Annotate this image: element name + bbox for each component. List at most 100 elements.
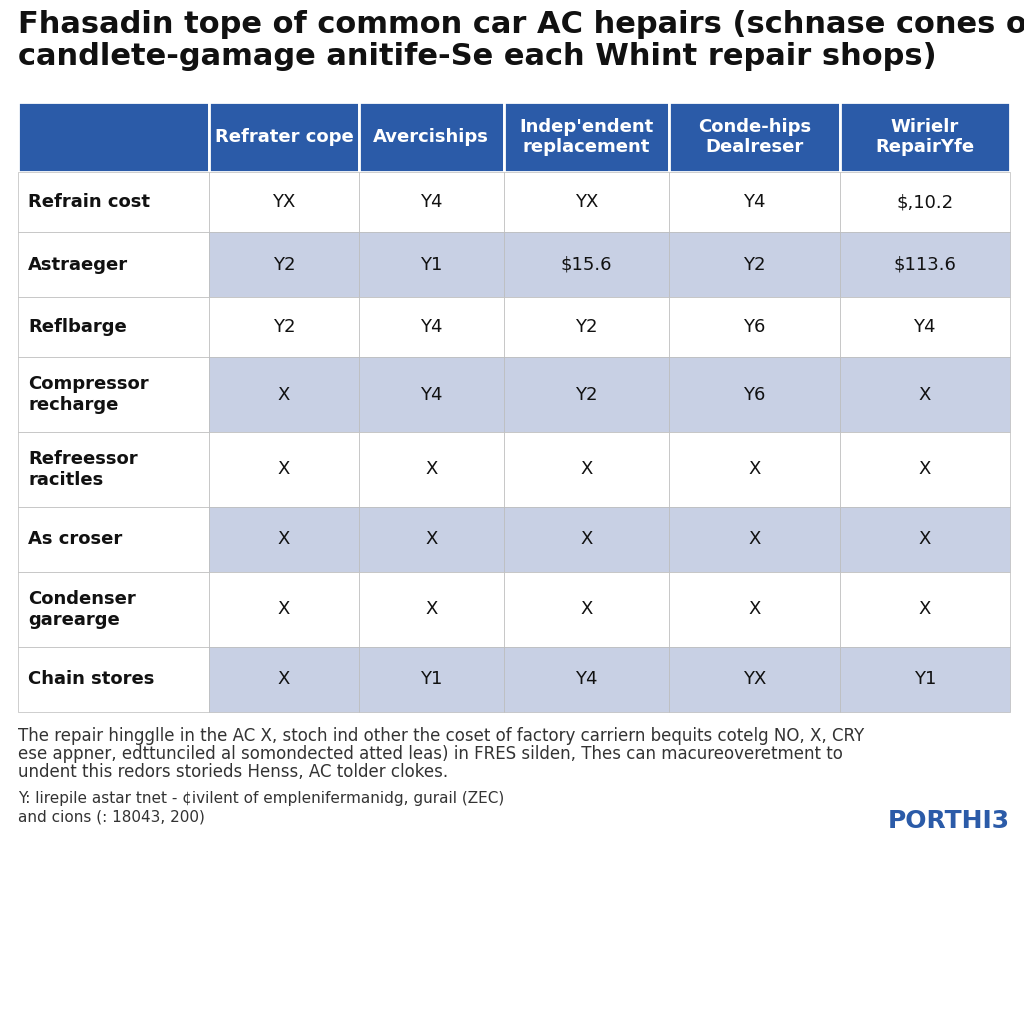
Bar: [840, 232, 1010, 297]
Bar: [669, 647, 840, 712]
Bar: [359, 507, 504, 572]
Text: X: X: [278, 530, 290, 549]
Text: Y: lirepile astar tnet - ¢ivilent of emplenifermanidg, gurail (ZEC): Y: lirepile astar tnet - ¢ivilent of emp…: [18, 791, 504, 806]
Text: Y4: Y4: [420, 318, 442, 336]
Text: undent this redors storieds Henss, AC tolder clokes.: undent this redors storieds Henss, AC to…: [18, 763, 449, 781]
Bar: [669, 432, 840, 507]
Bar: [18, 647, 209, 712]
Text: Wirielr
RepairYfe: Wirielr RepairYfe: [876, 118, 974, 157]
Text: X: X: [919, 600, 931, 618]
Text: Y1: Y1: [913, 671, 936, 688]
Bar: [504, 232, 669, 297]
Bar: [669, 297, 840, 357]
Text: and cions (: 18043, 200): and cions (: 18043, 200): [18, 809, 205, 824]
Text: X: X: [278, 671, 290, 688]
Bar: [18, 172, 209, 232]
Text: Y4: Y4: [575, 671, 598, 688]
Bar: [359, 572, 504, 647]
Text: Averciships: Averciships: [374, 128, 489, 146]
Bar: [504, 102, 669, 172]
Text: As croser: As croser: [28, 530, 122, 549]
Text: Reflbarge: Reflbarge: [28, 318, 127, 336]
Text: $,10.2: $,10.2: [896, 193, 953, 211]
Text: Y4: Y4: [420, 385, 442, 403]
Text: Indep'endent
replacement: Indep'endent replacement: [519, 118, 653, 157]
Text: $113.6: $113.6: [893, 256, 956, 273]
Text: YX: YX: [272, 193, 296, 211]
Bar: [18, 357, 209, 432]
Text: X: X: [919, 385, 931, 403]
Bar: [840, 507, 1010, 572]
Bar: [504, 357, 669, 432]
Bar: [840, 172, 1010, 232]
Text: candlete-gamage anitife-Se each Whint repair shops): candlete-gamage anitife-Se each Whint re…: [18, 42, 937, 71]
Text: X: X: [278, 461, 290, 478]
Text: Fhasadin tope of common car AC hepairs (schnase cones of: Fhasadin tope of common car AC hepairs (…: [18, 10, 1024, 39]
Bar: [209, 297, 359, 357]
Bar: [504, 297, 669, 357]
Text: Y2: Y2: [743, 256, 766, 273]
Bar: [359, 232, 504, 297]
Text: Conde-hips
Dealreser: Conde-hips Dealreser: [697, 118, 811, 157]
Text: YX: YX: [574, 193, 598, 211]
Bar: [18, 297, 209, 357]
Bar: [209, 232, 359, 297]
Text: Y2: Y2: [575, 318, 598, 336]
Text: Y2: Y2: [272, 318, 295, 336]
Text: X: X: [425, 461, 437, 478]
Text: X: X: [919, 530, 931, 549]
Bar: [209, 172, 359, 232]
Bar: [18, 232, 209, 297]
Text: ese appner, edttunciled al somondected atted leas) in FRES silden, Thes can macu: ese appner, edttunciled al somondected a…: [18, 745, 843, 763]
Bar: [359, 432, 504, 507]
Text: Y4: Y4: [420, 193, 442, 211]
Bar: [504, 432, 669, 507]
Bar: [359, 647, 504, 712]
Text: PORTHI3: PORTHI3: [888, 809, 1010, 833]
Text: Y4: Y4: [743, 193, 766, 211]
Bar: [359, 172, 504, 232]
Text: X: X: [425, 530, 437, 549]
Text: X: X: [278, 385, 290, 403]
Bar: [504, 172, 669, 232]
Bar: [840, 647, 1010, 712]
Bar: [504, 572, 669, 647]
Text: X: X: [278, 600, 290, 618]
Bar: [18, 507, 209, 572]
Text: The repair hingglle in the AC X, stoch ind other the coset of factory carriern b: The repair hingglle in the AC X, stoch i…: [18, 727, 864, 745]
Text: Y6: Y6: [743, 385, 765, 403]
Text: Y4: Y4: [913, 318, 936, 336]
Bar: [840, 357, 1010, 432]
Text: X: X: [425, 600, 437, 618]
Bar: [669, 232, 840, 297]
Text: Y6: Y6: [743, 318, 765, 336]
Bar: [840, 572, 1010, 647]
Text: Astraeger: Astraeger: [28, 256, 128, 273]
Bar: [18, 102, 209, 172]
Text: Compressor
recharge: Compressor recharge: [28, 375, 148, 414]
Bar: [209, 647, 359, 712]
Text: X: X: [749, 530, 761, 549]
Bar: [359, 357, 504, 432]
Text: Refrain cost: Refrain cost: [28, 193, 150, 211]
Text: Condenser
garearge: Condenser garearge: [28, 590, 136, 629]
Bar: [669, 102, 840, 172]
Text: Y2: Y2: [575, 385, 598, 403]
Bar: [209, 507, 359, 572]
Bar: [209, 572, 359, 647]
Text: X: X: [581, 600, 593, 618]
Text: X: X: [919, 461, 931, 478]
Bar: [209, 102, 359, 172]
Bar: [504, 647, 669, 712]
Text: X: X: [749, 461, 761, 478]
Bar: [18, 572, 209, 647]
Text: $15.6: $15.6: [560, 256, 612, 273]
Text: Y1: Y1: [420, 671, 442, 688]
Bar: [18, 432, 209, 507]
Bar: [209, 357, 359, 432]
Text: Y1: Y1: [420, 256, 442, 273]
Bar: [359, 102, 504, 172]
Text: X: X: [581, 530, 593, 549]
Bar: [669, 357, 840, 432]
Bar: [669, 172, 840, 232]
